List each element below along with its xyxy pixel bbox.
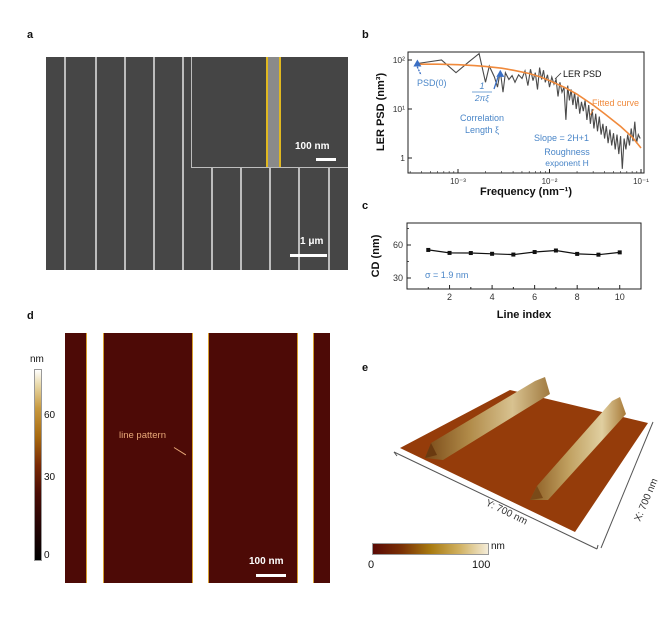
xi-pointer	[493, 76, 499, 90]
x-axis-line	[600, 421, 654, 549]
afm-line-1	[87, 333, 103, 583]
afm-colorbar	[34, 369, 42, 561]
cd-xlabel: Line index	[497, 309, 552, 321]
xi-frac-den: 2πξ	[474, 93, 490, 103]
afm-colorbar-tick-0: 0	[44, 550, 50, 561]
panel-label-d: d	[27, 310, 34, 322]
sigma-annotation: σ = 1.9 nm	[425, 270, 468, 280]
psd-marker-triangle	[496, 69, 505, 77]
afm-colorbar-tick-60: 60	[44, 410, 56, 421]
afm-scalebar-label: 100 nm	[249, 556, 284, 567]
cd-point	[575, 251, 580, 256]
y-axis-tick-start	[393, 451, 398, 457]
y-axis-tick-end	[596, 544, 599, 550]
cd-xtick-label: 4	[490, 292, 495, 302]
sem-line	[182, 57, 184, 270]
ler-psd-pointer	[554, 72, 562, 80]
afm-3d-colorbar-min: 0	[368, 559, 375, 571]
cd-ytick-label: 30	[393, 273, 403, 283]
cd-point	[490, 251, 495, 256]
main-scalebar-label: 1 μm	[300, 236, 324, 247]
y-axis-line	[393, 451, 598, 550]
cd-point	[532, 250, 537, 255]
cd-point	[511, 252, 516, 257]
afm-scalebar	[256, 574, 286, 577]
afm-3d-colorbar	[372, 543, 489, 555]
afm-3d-colorbar-unit: nm	[491, 541, 505, 552]
afm-image: line pattern 100 nm	[65, 333, 330, 583]
correlation-label: Correlation	[460, 113, 504, 123]
cd-chart: 2 4 6 8 10 30 60 σ = 1.9 nm Line index CD (nm)	[370, 222, 642, 321]
line-pattern-pointer	[173, 447, 187, 456]
cd-point	[553, 248, 558, 253]
x-axis-label: X: 700 nm	[633, 477, 660, 523]
afm-line-2	[193, 333, 208, 583]
ler-psd-annotation: LER PSD	[563, 69, 602, 79]
psd-xtick-label: 10⁻²	[542, 177, 558, 186]
cd-point	[617, 250, 622, 255]
panel-label-a: a	[27, 29, 34, 41]
psd-marker-triangle	[413, 59, 422, 67]
afm-3d-ridge-1	[425, 377, 550, 460]
afm-line-3	[298, 333, 313, 583]
line-pattern-annotation: line pattern	[119, 430, 167, 441]
xi-frac-num: 1	[479, 81, 484, 91]
psd-chart: 10⁻³ 10⁻² 10⁻¹ 1 10¹ 10² PSD(0) 1 2πξ Correla…	[375, 51, 649, 198]
psd-series-fit	[417, 63, 642, 149]
sem-line	[95, 57, 97, 270]
psd-ytick-label: 10¹	[393, 104, 405, 114]
cd-xtick-label: 2	[447, 292, 452, 302]
sem-line	[124, 57, 126, 270]
cd-series-line	[428, 249, 620, 256]
cd-point	[447, 250, 452, 255]
afm-colorbar-unit: nm	[30, 354, 44, 365]
roughness-label: Roughness	[544, 147, 590, 157]
panel-label-c: c	[362, 200, 369, 212]
inset-scalebar	[316, 158, 336, 161]
fit-pointer	[589, 108, 595, 116]
psd-xlabel: Frequency (nm⁻¹)	[480, 186, 572, 198]
afm-3d-surface: Y: 700 nm X: 700 nm	[393, 377, 660, 550]
main-scalebar	[290, 254, 327, 257]
cd-xtick-label: 6	[532, 292, 537, 302]
cd-point	[468, 251, 473, 256]
cd-ytick-label: 60	[393, 240, 403, 250]
cd-point	[426, 247, 431, 252]
cd-xtick-label: 10	[615, 292, 625, 302]
correlation-length-label: Length ξ	[465, 125, 499, 135]
psd-series-ler	[417, 52, 641, 169]
psd-ytick-label: 1	[400, 153, 405, 163]
cd-ylabel: CD (nm)	[370, 234, 382, 277]
inset-edge-left	[266, 57, 268, 167]
psd-plot-frame	[407, 51, 645, 174]
inset-edge-right	[279, 57, 281, 167]
fit-annotation: Fitted curve	[592, 98, 639, 108]
afm-3d-ridge-2-end	[530, 486, 543, 500]
cd-xtick-label: 8	[575, 292, 580, 302]
sem-line	[64, 57, 66, 270]
slope-annotation: Slope = 2H+1	[534, 133, 589, 143]
inset-line	[267, 57, 279, 167]
afm-3d-ridge-2	[530, 397, 626, 500]
cd-plot-frame	[406, 222, 642, 290]
sem-inset: 100 nm	[191, 57, 348, 168]
psd-xtick-label: 10⁻¹	[633, 177, 649, 186]
inset-scalebar-label: 100 nm	[295, 141, 330, 152]
cd-point	[596, 252, 601, 257]
sem-line	[153, 57, 155, 270]
psd-ylabel: LER PSD (nm³)	[375, 73, 387, 152]
psd-xtick-label: 10⁻³	[450, 177, 466, 186]
psd-ytick-label: 10²	[393, 55, 405, 65]
afm-3d-ridge-1-end	[425, 443, 437, 458]
psd0-annotation: PSD(0)	[417, 78, 447, 88]
panel-label-b: b	[362, 29, 369, 41]
afm-colorbar-tick-30: 30	[44, 472, 56, 483]
exponent-label: exponent H	[545, 158, 588, 168]
psd0-pointer	[415, 63, 422, 76]
panel-label-e: e	[362, 362, 369, 374]
afm-3d-colorbar-max: 100	[472, 559, 491, 571]
sem-image: 100 nm 1 μm	[46, 57, 348, 270]
